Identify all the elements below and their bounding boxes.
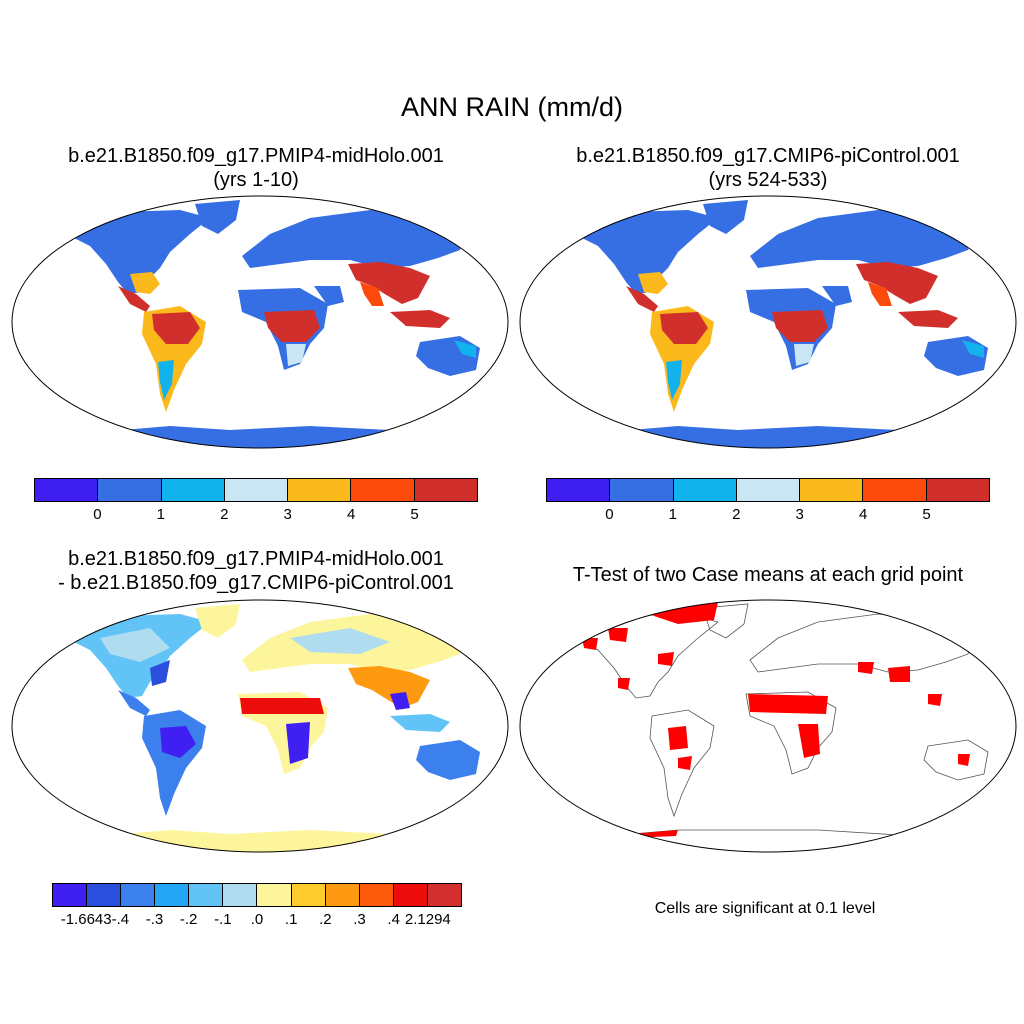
colorbar-segment [351,479,415,501]
significant-cells [582,602,970,838]
panel-title-midholo: b.e21.B1850.f09_g17.PMIP4-midHolo.001 (y… [0,144,512,192]
colorbar-mean-right-ticks: 0 1 2 3 4 5 [546,506,990,526]
panel-title-line1: b.e21.B1850.f09_g17.CMIP6-piControl.001 [576,145,960,167]
map-midholo-rain [11,195,509,449]
colorbar-tick-label: -.3 [145,911,164,928]
colorbar-tick-label: -1.6643 [60,911,112,928]
colorbar-segment [673,479,737,501]
panel-title-difference: b.e21.B1850.f09_g17.PMIP4-midHolo.001 - … [0,547,512,595]
colorbar-segment [393,884,428,906]
map-picontrol-rain [519,195,1017,449]
colorbar-segment [863,479,927,501]
colorbar-segment [87,884,122,906]
colorbar-segment [53,884,88,906]
panel-title-line1: b.e21.B1850.f09_g17.PMIP4-midHolo.001 [68,145,444,167]
colorbar-tick-label: 0 [605,506,614,523]
map-difference-rain [11,599,509,853]
map-ttest-significance [519,599,1017,853]
colorbar-segment [610,479,674,501]
colorbar-mean-left [34,478,478,502]
panel-title-picontrol: b.e21.B1850.f09_g17.CMIP6-piControl.001 … [512,144,1024,192]
colorbar-segment [414,479,477,501]
colorbar-tick-label: .1 [284,911,298,928]
colorbar-segment [291,884,326,906]
colorbar-tick-label: .3 [353,911,366,928]
colorbar-tick-label: 2 [220,506,229,523]
colorbar-tick-label: -.2 [179,911,198,928]
colorbar-segment [359,884,394,906]
colorbar-segment [121,884,156,906]
colorbar-segment [223,884,258,906]
colorbar-tick-label: 2 [732,506,741,523]
colorbar-tick-label: -.4 [111,911,130,928]
colorbar-segment [35,479,99,501]
colorbar-segment [155,884,190,906]
colorbar-mean-left-ticks: 0 1 2 3 4 5 [34,506,478,526]
colorbar-tick-label: 1 [668,506,678,523]
colorbar-segment [288,479,352,501]
colorbar-tick-label: .0 [250,911,264,928]
colorbar-segment [325,884,360,906]
colorbar-tick-label: .2 [319,911,332,928]
colorbar-difference [52,883,462,907]
colorbar-segment [224,479,289,501]
colorbar-segment [926,479,989,501]
colorbar-mean-right [546,478,990,502]
colorbar-segment [98,479,162,501]
panel-title-line1: b.e21.B1850.f09_g17.PMIP4-midHolo.001 [68,548,444,570]
colorbar-tick-label: 3 [795,506,804,523]
colorbar-tick-label: 0 [93,506,102,523]
colorbar-segment [736,479,801,501]
colorbar-segment [161,479,225,501]
colorbar-segment [427,884,461,906]
colorbar-difference-ticks: -1.6643 -.4 -.3 -.2 -.1 .0 .1 .2 .3 .4 2.1294 [52,911,462,931]
colorbar-tick-label: -.1 [214,911,232,928]
colorbar-tick-label: 3 [283,506,292,523]
colorbar-tick-label: 1 [156,506,166,523]
colorbar-tick-label: 5 [922,506,931,523]
panel-title-line2: - b.e21.B1850.f09_g17.CMIP6-piControl.00… [58,572,454,594]
colorbar-tick-label: 4 [858,506,868,523]
colorbar-segment [800,479,864,501]
colorbar-tick-label: 4 [346,506,356,523]
colorbar-segment [189,884,224,906]
panel-title-ttest: T-Test of two Case means at each grid po… [572,564,964,586]
panel-title-line2: (yrs 524-533) [708,169,828,191]
panel-title-line2: (yrs 1-10) [213,169,299,191]
colorbar-tick-label: 5 [410,506,419,523]
significance-note: Cells are significant at 0.1 level [654,900,876,917]
colorbar-tick-label: 2.1294 [404,911,451,928]
figure-title: ANN RAIN (mm/d) [401,92,623,122]
colorbar-segment [257,884,292,906]
colorbar-tick-label: .4 [387,911,400,928]
colorbar-segment [547,479,611,501]
